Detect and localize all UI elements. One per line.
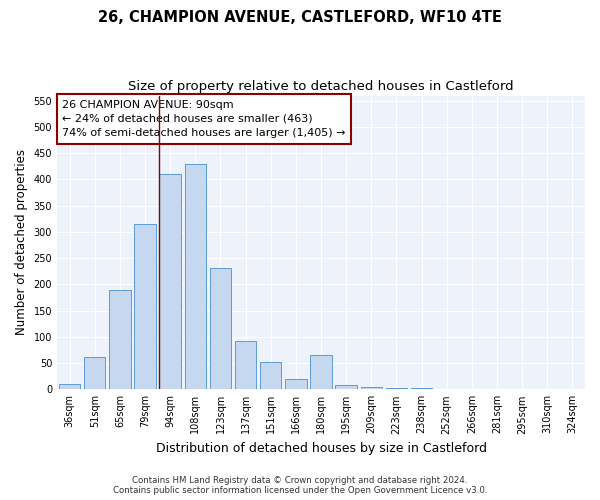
Bar: [109, 290, 131, 390]
Bar: [436, 389, 457, 390]
Bar: [59, 384, 80, 390]
Bar: [461, 389, 482, 390]
Bar: [160, 174, 181, 390]
Bar: [134, 224, 156, 390]
Bar: [335, 385, 357, 390]
Bar: [411, 388, 432, 390]
Title: Size of property relative to detached houses in Castleford: Size of property relative to detached ho…: [128, 80, 514, 93]
Text: Contains HM Land Registry data © Crown copyright and database right 2024.
Contai: Contains HM Land Registry data © Crown c…: [113, 476, 487, 495]
X-axis label: Distribution of detached houses by size in Castleford: Distribution of detached houses by size …: [155, 442, 487, 455]
Bar: [511, 389, 533, 390]
Bar: [361, 386, 382, 390]
Text: 26 CHAMPION AVENUE: 90sqm
← 24% of detached houses are smaller (463)
74% of semi: 26 CHAMPION AVENUE: 90sqm ← 24% of detac…: [62, 100, 346, 138]
Bar: [84, 357, 106, 390]
Bar: [235, 340, 256, 390]
Bar: [260, 362, 281, 390]
Bar: [185, 164, 206, 390]
Bar: [210, 268, 231, 390]
Bar: [285, 379, 307, 390]
Y-axis label: Number of detached properties: Number of detached properties: [15, 150, 28, 336]
Bar: [310, 355, 332, 390]
Bar: [386, 388, 407, 390]
Text: 26, CHAMPION AVENUE, CASTLEFORD, WF10 4TE: 26, CHAMPION AVENUE, CASTLEFORD, WF10 4T…: [98, 10, 502, 25]
